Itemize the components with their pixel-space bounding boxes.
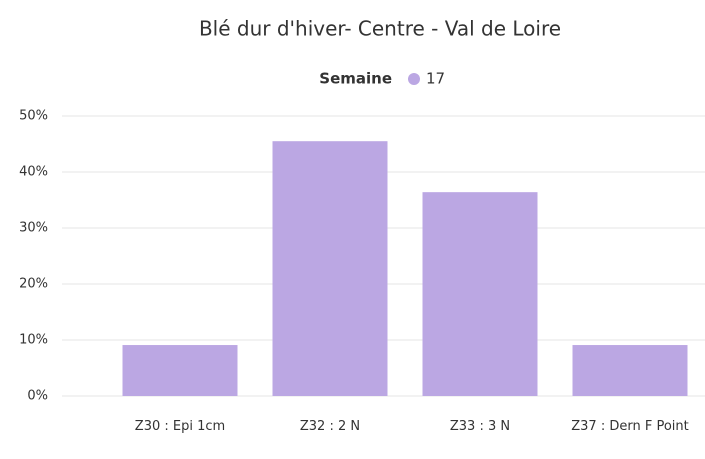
x-tick-label: Z30 : Epi 1cm bbox=[134, 419, 226, 434]
x-tick-label: Z37 : Dern F Point bbox=[571, 419, 689, 434]
bar bbox=[572, 345, 688, 396]
x-tick-label: Z33 : 3 N bbox=[449, 419, 511, 434]
legend-label: 17 bbox=[426, 70, 445, 88]
bar bbox=[272, 141, 388, 396]
y-tick-label: 10% bbox=[19, 333, 48, 348]
bar bbox=[422, 192, 538, 396]
bar bbox=[122, 345, 238, 396]
y-tick-label: 50% bbox=[19, 109, 48, 124]
x-tick-label: Z32 : 2 N bbox=[299, 419, 361, 434]
legend-marker bbox=[408, 73, 420, 85]
y-tick-label: 30% bbox=[19, 221, 48, 236]
legend-title: Semaine bbox=[319, 70, 392, 88]
y-tick-label: 40% bbox=[19, 165, 48, 180]
chart-title: Blé dur d'hiver- Centre - Val de Loire bbox=[199, 17, 561, 41]
y-tick-label: 0% bbox=[27, 389, 48, 404]
y-tick-label: 20% bbox=[19, 277, 48, 292]
